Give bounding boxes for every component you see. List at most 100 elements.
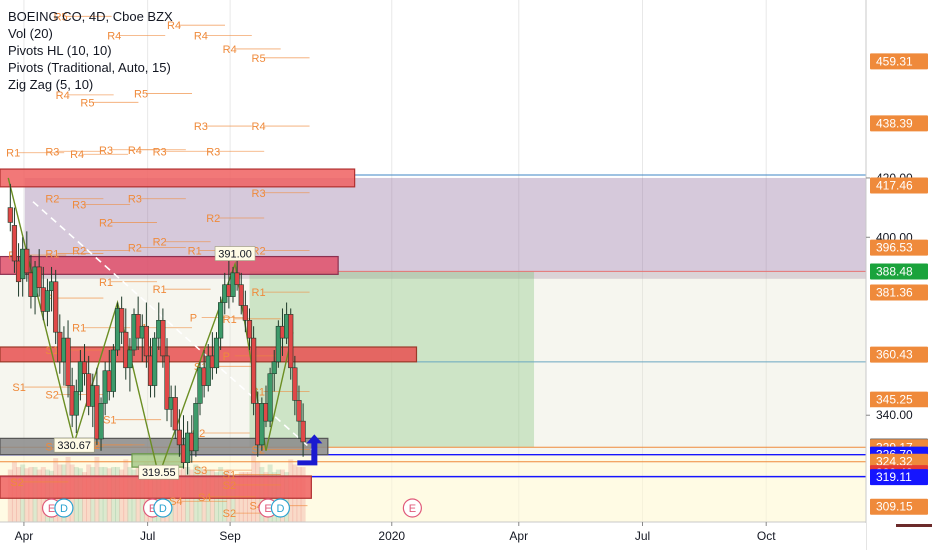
event-label-3: D <box>159 503 167 515</box>
price-label-4: 388.48 <box>876 264 913 278</box>
event-label-4: E <box>264 503 271 515</box>
candle-body-70 <box>296 400 302 422</box>
pivot-label-2: R4 <box>167 20 181 32</box>
pivot-label-40: P <box>223 351 230 363</box>
indicator-pivots-hl[interactable]: Pivots HL (10, 10) <box>8 43 112 58</box>
price-label-box-15 <box>870 498 928 515</box>
pivot-label-19: R2 <box>45 194 59 206</box>
pivot-hl-box-1 <box>53 437 95 453</box>
candle-body-50 <box>213 337 220 369</box>
candle-body-9 <box>44 290 51 312</box>
pivot-label-47: S2 <box>252 444 265 456</box>
indicator-zigzag[interactable]: Zig Zag (5, 10) <box>8 77 94 92</box>
candle-body-38 <box>164 355 170 410</box>
price-label-8: 340.00 <box>876 408 913 422</box>
pivot-label-14: R3 <box>99 145 113 157</box>
pivot-label-31: R1 <box>99 277 113 289</box>
x-tick-label-1: Jul <box>140 529 155 543</box>
price-label-box-4 <box>870 263 928 280</box>
candle-body-59 <box>251 337 257 404</box>
pivot-label-39: S1 <box>45 345 58 357</box>
candle-body-57 <box>242 305 248 321</box>
candle-body-33 <box>143 325 149 357</box>
pivot-hl-box-2 <box>138 464 180 480</box>
candle-body-55 <box>234 272 240 286</box>
pivot-label-22: R2 <box>206 213 220 225</box>
candle-body-27 <box>119 308 125 333</box>
x-tick-label-4: Apr <box>509 529 528 543</box>
candle-body-41 <box>176 429 182 446</box>
pivot-label-58: S2 <box>223 508 236 520</box>
price-label-box-3 <box>870 239 928 256</box>
pivot-label-9: R3 <box>194 121 208 133</box>
candle-body-65 <box>275 325 281 363</box>
candle-body-45 <box>193 403 199 452</box>
pivot-label-24: R2 <box>128 243 142 255</box>
price-label-2: 417.46 <box>876 178 913 192</box>
indicator-pivots-traditional[interactable]: Pivots (Traditional, Auto, 15) <box>8 60 171 75</box>
pivot-label-7: R4 <box>56 90 70 102</box>
candle-body-0 <box>7 207 13 223</box>
band-red-391 <box>0 255 339 275</box>
candle-body-29 <box>127 349 133 369</box>
candle-body-37 <box>160 320 166 357</box>
band-red-top <box>0 168 356 188</box>
pivot-label-11: R1 <box>6 148 20 160</box>
price-label-15: 309.15 <box>876 500 913 514</box>
candle-body-14 <box>65 337 71 386</box>
candles <box>7 183 306 475</box>
pivot-label-37: R1 <box>72 323 86 335</box>
candle-body-25 <box>110 349 117 392</box>
x-tick-label-6: Oct <box>757 529 776 543</box>
pivot-label-17: R3 <box>206 146 220 158</box>
price-label-box-14 <box>870 469 928 486</box>
pivot-label-20: R3 <box>72 200 86 212</box>
candle-body-40 <box>172 397 178 431</box>
pivot-label-29: R2 <box>72 246 86 258</box>
price-label-6: 360.43 <box>876 348 913 362</box>
price-label-box-5 <box>870 284 928 301</box>
candle-body-4 <box>24 248 30 274</box>
candle-body-71 <box>300 420 306 443</box>
volume-bar-55 <box>234 477 240 522</box>
price-label-7: 345.25 <box>876 393 913 407</box>
event-dividend-icon-3 <box>153 498 173 518</box>
axis-corner-marker <box>896 524 932 527</box>
event-label-6: E <box>409 503 416 515</box>
candle-body-68 <box>288 314 294 369</box>
candle-body-69 <box>292 367 298 401</box>
pivot-label-4: R4 <box>223 44 237 56</box>
pivot-label-16: R3 <box>153 146 167 158</box>
pivot-label-1: R4 <box>107 31 121 43</box>
pivot-label-10: R4 <box>252 121 266 133</box>
price-label-box-6 <box>870 346 928 363</box>
candle-body-16 <box>73 391 79 416</box>
event-dividend-icon-1 <box>54 498 74 518</box>
pivot-label-13: R4 <box>70 149 84 161</box>
pivot-label-18: R3 <box>252 188 266 200</box>
candle-body-56 <box>238 284 244 306</box>
pivot-label-51: S1 <box>223 470 236 482</box>
candle-body-1 <box>11 225 18 262</box>
pivot-hl-box-0 <box>214 246 256 261</box>
pivot-label-21: R3 <box>128 194 142 206</box>
candle-body-48 <box>205 355 211 386</box>
indicator-volume[interactable]: Vol (20) <box>8 26 53 41</box>
price-label-box-1 <box>870 115 928 132</box>
pivot-label-44: S2 <box>45 389 58 401</box>
price-label-box-0 <box>870 53 928 70</box>
pivot-label-28: R1 <box>45 249 59 261</box>
x-tick-label-0: Apr <box>15 529 34 543</box>
pivot-label-5: R5 <box>252 53 266 65</box>
price-label-0: 459.31 <box>876 54 913 68</box>
pivot-label-33: R1 <box>252 287 266 299</box>
candle-body-64 <box>271 361 277 375</box>
pivot-label-45: S1 <box>103 415 116 427</box>
pivot-hl-label-0: 391.00 <box>218 249 252 261</box>
candle-body-63 <box>267 373 273 422</box>
candle-body-7 <box>36 266 42 288</box>
candle-body-11 <box>53 281 59 333</box>
price-label-5: 381.36 <box>876 286 913 300</box>
price-label-box-2 <box>870 177 928 194</box>
